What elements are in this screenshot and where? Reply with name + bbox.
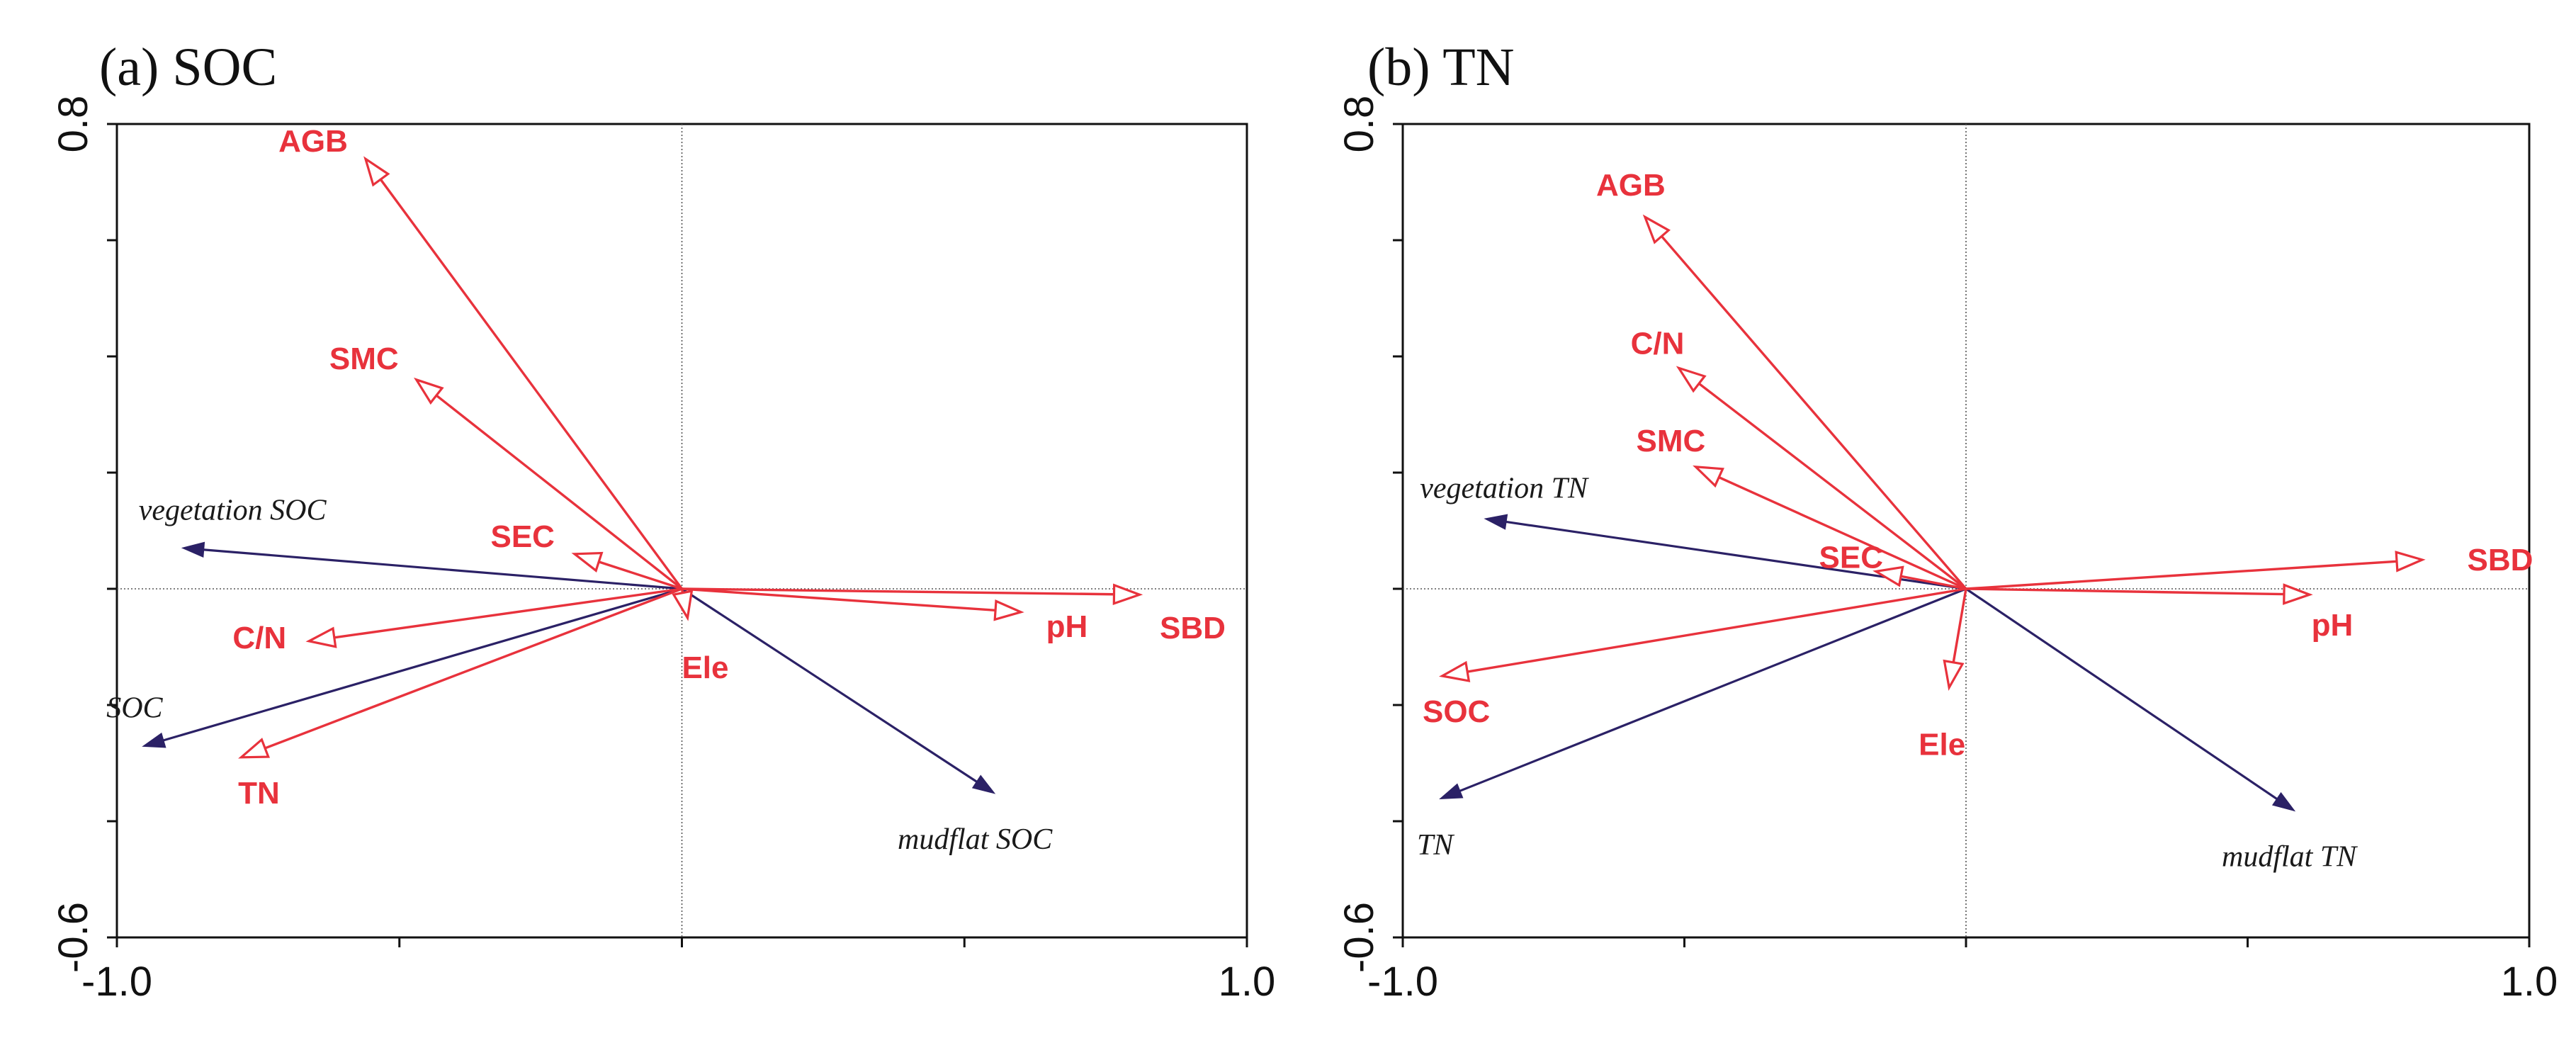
- environmental-vector: pH: [1965, 583, 2354, 643]
- environmental-vector: TN: [238, 587, 683, 811]
- environmental-vector: Ele: [672, 588, 728, 685]
- response-vector: vegetation SOC: [139, 495, 682, 590]
- environmental-vector: C/N: [1631, 326, 1967, 590]
- environmental-vector: AGB: [1596, 168, 1967, 590]
- environmental-label: SMC: [1637, 424, 1706, 458]
- panel-title: (a) SOC: [99, 38, 277, 97]
- response-arrowhead: [1484, 514, 1508, 530]
- panel-a-soc: (a) SOC -1.0 1.0 0.8 -0.6 vegetation SOC SOC m…: [50, 38, 1275, 1005]
- environmental-vector-line: [682, 587, 996, 612]
- environmental-vector: SBD: [682, 583, 1226, 645]
- environmental-vector: SEC: [1819, 540, 1967, 590]
- environmental-vector: SOC: [1423, 587, 1967, 729]
- response-label: TN: [1417, 829, 1454, 862]
- environmental-vector-line: [1965, 587, 2284, 596]
- environmental-vector-line: [1952, 588, 1967, 663]
- x-tick-label: -1.0: [81, 959, 152, 1005]
- environmental-vector: AGB: [278, 124, 683, 590]
- response-vector: SOC: [106, 587, 682, 748]
- environmental-vector-line: [1698, 382, 1967, 590]
- environmental-label: AGB: [278, 124, 348, 159]
- response-label: vegetation TN: [1420, 473, 1589, 505]
- environmental-arrowhead: [993, 599, 1024, 621]
- environmental-vector-line: [1467, 587, 1967, 673]
- y-tick-label: -0.6: [1336, 902, 1382, 973]
- environmental-vector: SMC: [1637, 424, 1967, 590]
- environmental-arrowhead: [571, 551, 604, 573]
- response-vector-line: [162, 587, 682, 742]
- panel-b-tn: (b) TN -1.0 1.0 0.8 -0.6 vegetation TN TN mudf…: [1336, 38, 2558, 1005]
- response-arrowhead: [142, 732, 166, 748]
- response-label: mudflat SOC: [898, 823, 1053, 856]
- environmental-label: pH: [1046, 609, 1088, 644]
- environmental-arrowhead: [1642, 214, 1671, 244]
- environmental-arrowhead: [238, 738, 271, 759]
- environmental-label: Ele: [1919, 727, 1965, 762]
- y-tick-label: 0.8: [1336, 96, 1382, 153]
- environmental-label: SMC: [329, 342, 399, 376]
- environmental-label: AGB: [1596, 168, 1666, 203]
- environmental-vector-line: [682, 587, 1114, 596]
- response-label: vegetation SOC: [139, 495, 327, 527]
- environmental-arrowhead: [2283, 583, 2313, 605]
- environmental-label: C/N: [232, 621, 286, 655]
- environmental-vector-line: [264, 587, 683, 750]
- response-vector: mudflat SOC: [681, 587, 1053, 856]
- environmental-label: SBD: [1160, 611, 1226, 645]
- response-label: SOC: [106, 692, 163, 724]
- environmental-arrowhead: [1676, 366, 1707, 393]
- environmental-vector-line: [435, 394, 683, 590]
- x-tick-label: -1.0: [1367, 959, 1438, 1005]
- x-tick-label: 1.0: [2501, 959, 2558, 1005]
- environmental-vector: pH: [682, 587, 1088, 644]
- x-tick-label: 1.0: [1219, 959, 1276, 1005]
- environmental-vector-line: [379, 179, 683, 590]
- environmental-label: C/N: [1631, 326, 1685, 361]
- environmental-vector-line: [1718, 476, 1967, 590]
- response-arrowhead: [971, 774, 996, 794]
- environmental-vector: SMC: [329, 342, 683, 590]
- environmental-label: Ele: [682, 650, 728, 685]
- environmental-vector: C/N: [232, 587, 682, 655]
- response-vector: TN: [1417, 587, 1967, 862]
- environmental-label: pH: [2312, 608, 2354, 643]
- environmental-arrowhead: [1943, 659, 1965, 692]
- environmental-vector: SEC: [490, 519, 683, 590]
- environmental-vector-line: [1900, 575, 1967, 590]
- environmental-label: SEC: [490, 519, 554, 554]
- environmental-vector-line: [1661, 235, 1967, 590]
- environmental-arrowhead: [1693, 465, 1724, 488]
- environmental-arrowhead: [1872, 565, 1904, 587]
- response-arrowhead: [2271, 791, 2296, 812]
- y-tick-label: 0.8: [50, 96, 96, 153]
- response-vector-line: [203, 548, 682, 590]
- environmental-vector: Ele: [1919, 588, 1967, 762]
- environmental-arrowhead: [363, 156, 390, 187]
- environmental-label: SEC: [1819, 540, 1883, 575]
- response-vector-line: [1459, 587, 1967, 793]
- environmental-arrowhead: [2395, 551, 2426, 573]
- environmental-vector-line: [334, 587, 682, 639]
- environmental-label: TN: [238, 776, 280, 811]
- environmental-label: SOC: [1423, 694, 1490, 729]
- response-arrowhead: [1439, 783, 1464, 800]
- environmental-vector-line: [598, 560, 683, 590]
- environmental-arrowhead: [1439, 660, 1471, 682]
- y-tick-label: -0.6: [50, 902, 96, 973]
- environmental-arrowhead: [305, 626, 337, 648]
- response-arrowhead: [181, 541, 205, 558]
- response-label: mudflat TN: [2222, 841, 2358, 874]
- panel-title: (b) TN: [1367, 38, 1515, 97]
- response-vector: mudflat TN: [1965, 587, 2358, 874]
- environmental-vector: SBD: [1965, 543, 2533, 590]
- response-vector-line: [1965, 587, 2278, 801]
- response-vector-line: [681, 587, 978, 784]
- environmental-arrowhead: [672, 590, 694, 621]
- environmental-arrowhead: [413, 377, 444, 405]
- environmental-arrowhead: [1112, 583, 1143, 606]
- environmental-vector-line: [1965, 560, 2397, 590]
- environmental-label: SBD: [2467, 543, 2533, 577]
